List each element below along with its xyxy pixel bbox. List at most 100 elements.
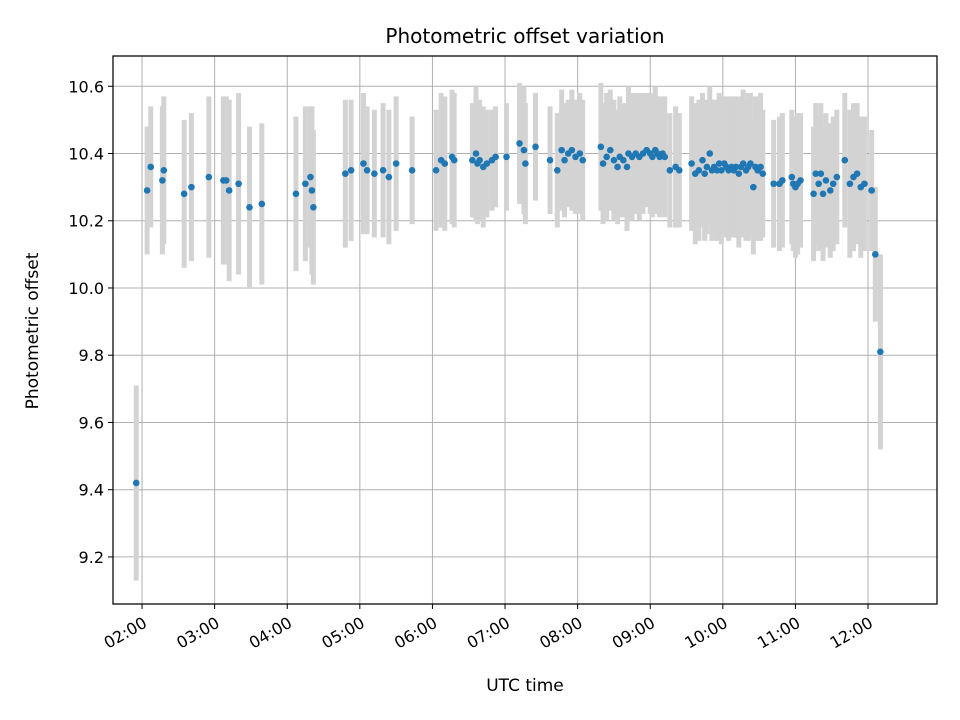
data-point xyxy=(363,167,371,174)
data-point xyxy=(846,180,854,188)
data-point xyxy=(246,203,253,211)
data-point xyxy=(812,170,820,177)
data-point xyxy=(871,251,879,258)
data-point xyxy=(205,173,213,181)
data-point xyxy=(715,160,723,167)
data-point xyxy=(853,170,861,177)
data-point xyxy=(861,180,868,188)
data-point xyxy=(797,177,804,184)
data-point xyxy=(610,156,618,164)
data-point xyxy=(554,167,561,174)
data-point xyxy=(558,146,565,154)
data-point xyxy=(675,167,683,174)
data-point xyxy=(532,143,539,151)
data-point xyxy=(788,173,796,181)
data-point xyxy=(160,167,168,174)
data-point xyxy=(877,348,884,356)
data-point xyxy=(779,177,786,184)
data-point xyxy=(620,156,627,164)
data-point xyxy=(826,187,834,194)
data-point xyxy=(432,167,440,174)
data-point xyxy=(607,146,614,154)
data-point xyxy=(492,153,499,161)
data-point xyxy=(695,167,703,174)
y-axis-label: Photometric offset xyxy=(23,252,43,409)
data-point xyxy=(472,150,480,157)
data-point xyxy=(810,190,817,198)
data-point xyxy=(757,163,764,171)
y-tick-label: 10.2 xyxy=(68,212,104,231)
data-point xyxy=(661,153,669,161)
data-point xyxy=(347,167,355,174)
data-point xyxy=(371,170,378,177)
data-point xyxy=(703,163,711,171)
data-point xyxy=(546,156,554,164)
data-point xyxy=(819,190,827,198)
data-point xyxy=(516,140,523,147)
data-point xyxy=(450,156,458,164)
data-point xyxy=(302,180,309,188)
data-point xyxy=(770,180,777,188)
data-point xyxy=(833,173,841,181)
y-tick-label: 9.6 xyxy=(79,413,104,432)
data-point xyxy=(747,160,754,167)
data-point xyxy=(750,183,757,191)
data-point xyxy=(841,156,849,164)
data-point xyxy=(132,479,140,487)
data-point xyxy=(258,200,266,208)
data-point xyxy=(292,190,300,198)
data-point xyxy=(476,156,483,164)
data-point xyxy=(614,163,621,171)
data-point xyxy=(568,146,576,154)
y-tick-label: 9.4 xyxy=(79,481,104,500)
y-tick-label: 10.6 xyxy=(68,77,104,96)
data-point xyxy=(235,180,242,188)
data-point xyxy=(701,170,708,177)
y-tick-label: 10.4 xyxy=(68,144,104,163)
data-point xyxy=(441,160,449,167)
data-point xyxy=(385,173,393,181)
x-axis-label: UTC time xyxy=(486,676,564,696)
data-point xyxy=(649,153,656,161)
data-point xyxy=(699,156,706,164)
data-point xyxy=(522,160,529,167)
data-point xyxy=(706,150,714,157)
data-point xyxy=(308,187,316,194)
data-point xyxy=(666,167,674,174)
data-point xyxy=(718,167,725,174)
data-point xyxy=(225,187,233,194)
data-point xyxy=(817,170,825,177)
data-point xyxy=(688,160,695,167)
data-point xyxy=(143,187,151,194)
data-points xyxy=(132,140,884,487)
data-point xyxy=(868,187,875,194)
data-point xyxy=(503,153,510,161)
data-point xyxy=(159,177,166,184)
data-point xyxy=(342,170,349,177)
data-point xyxy=(576,150,584,157)
data-point xyxy=(360,160,367,167)
data-point xyxy=(829,180,837,188)
data-point xyxy=(392,160,400,167)
data-point xyxy=(483,160,491,167)
data-point xyxy=(469,156,476,164)
data-point xyxy=(180,190,188,198)
data-point xyxy=(188,183,195,191)
data-point xyxy=(759,170,767,177)
data-point xyxy=(408,167,416,174)
data-point xyxy=(520,146,528,154)
data-point xyxy=(815,180,822,188)
data-point xyxy=(735,170,743,177)
plot-frame xyxy=(112,55,938,605)
data-point xyxy=(579,156,587,164)
y-tick-label: 10.0 xyxy=(68,279,104,298)
data-point xyxy=(307,173,314,181)
chart-title: Photometric offset variation xyxy=(385,24,664,48)
data-point xyxy=(561,156,568,164)
data-point xyxy=(222,177,230,184)
data-point xyxy=(623,163,631,171)
data-point xyxy=(732,163,740,171)
y-axis-ticks: 9.2 9.4 9.6 9.8 10.0 10.2 10.4 10.6 xyxy=(68,77,113,567)
data-point xyxy=(822,177,830,184)
